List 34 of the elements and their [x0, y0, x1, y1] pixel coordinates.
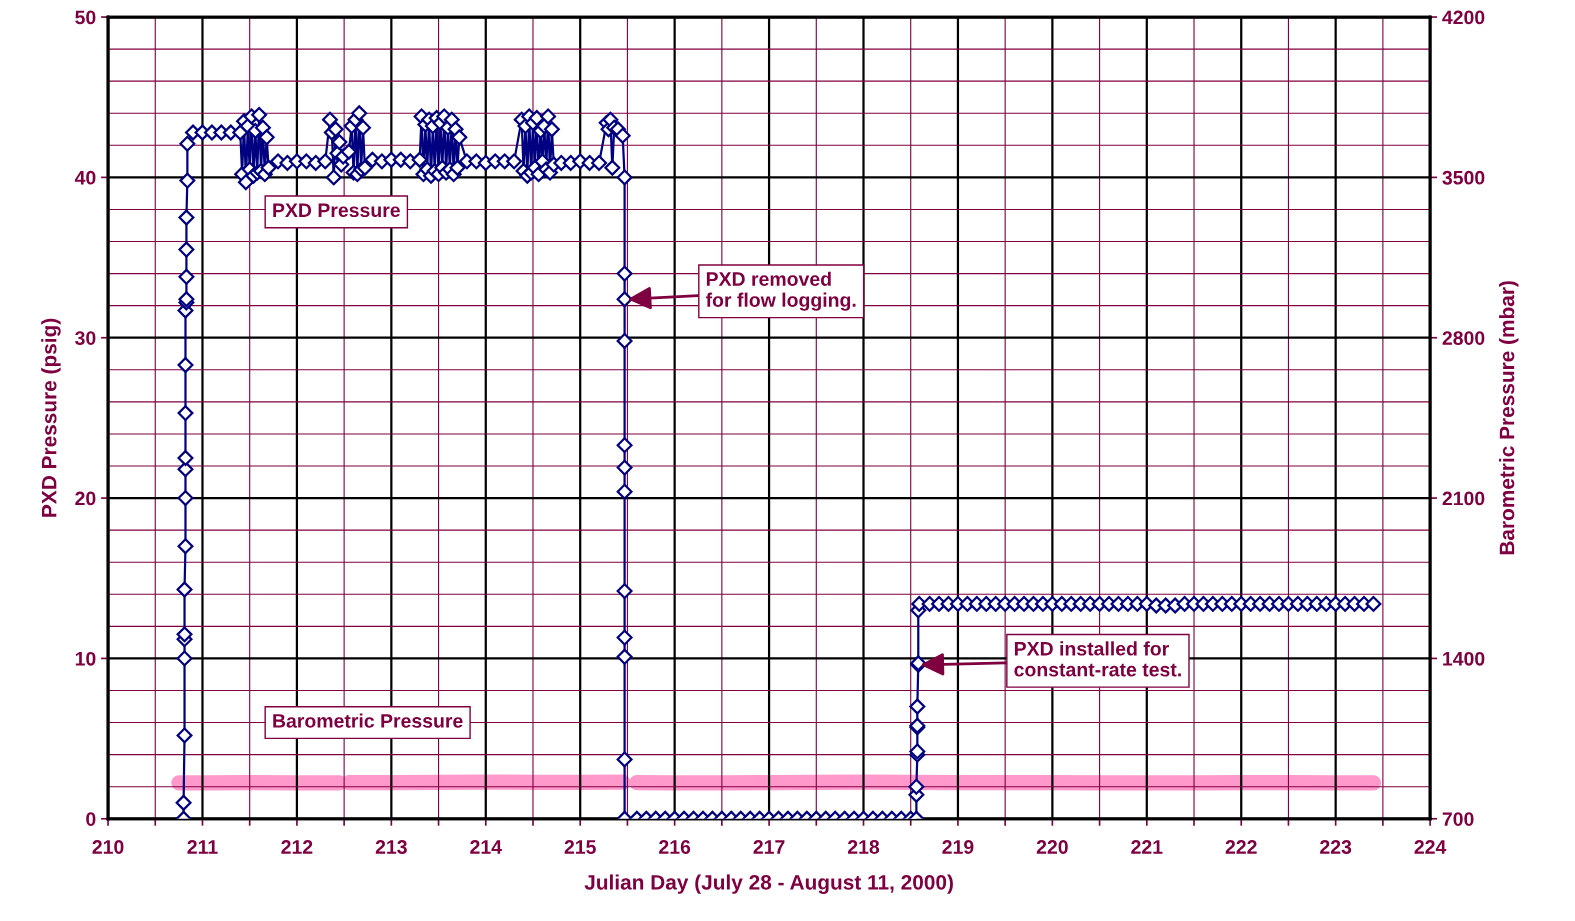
- x-tick-label: 217: [753, 840, 785, 854]
- x-axis-title: Julian Day (July 28 - August 11, 2000): [584, 874, 953, 894]
- x-tick-label: 214: [470, 840, 502, 854]
- y2-tick-label: 2800: [1442, 331, 1485, 345]
- x-tick-label: 219: [942, 840, 974, 854]
- y2-tick-label: 2100: [1442, 491, 1485, 506]
- annotation: PXD removed for flow logging.: [705, 271, 856, 311]
- y-tick-label: 40: [74, 170, 96, 185]
- x-tick-label: 221: [1131, 840, 1163, 854]
- y2-tick-label: 1400: [1443, 651, 1485, 666]
- x-tick-label: 213: [375, 840, 407, 854]
- y2-axis-title: Barometric Pressure (mbar): [1499, 281, 1519, 555]
- x-tick-label: 211: [187, 840, 218, 854]
- series-label: PXD Pressure: [273, 203, 400, 218]
- text: Barometric Pressure: [273, 713, 463, 728]
- x-tick-label: 216: [659, 840, 691, 854]
- y-axis-title: PXD Pressure (psig): [41, 318, 61, 517]
- x-tick-label: 220: [1036, 840, 1068, 854]
- x-tick-label: 223: [1320, 840, 1352, 854]
- y2-tick-label: 700: [1442, 812, 1474, 827]
- x-tick-label: 215: [564, 840, 596, 854]
- y2-tick-label: 4200: [1442, 10, 1485, 25]
- x-tick-label: 222: [1225, 840, 1257, 854]
- y2-tick-label: 3500: [1442, 170, 1485, 185]
- x-tick-label: 224: [1414, 840, 1447, 854]
- y-tick-label: 50: [75, 10, 96, 25]
- y-tick-label: 20: [75, 491, 96, 506]
- annotation: PXD installed for constant-rate test.: [1014, 641, 1181, 677]
- y-tick-label: 30: [75, 331, 96, 345]
- x-tick-label: 212: [281, 840, 313, 854]
- x-tick-label: 218: [847, 840, 880, 854]
- y-tick-label: 10: [75, 651, 96, 666]
- x-tick-label: 210: [92, 840, 124, 854]
- y-tick-label: 0: [86, 812, 96, 827]
